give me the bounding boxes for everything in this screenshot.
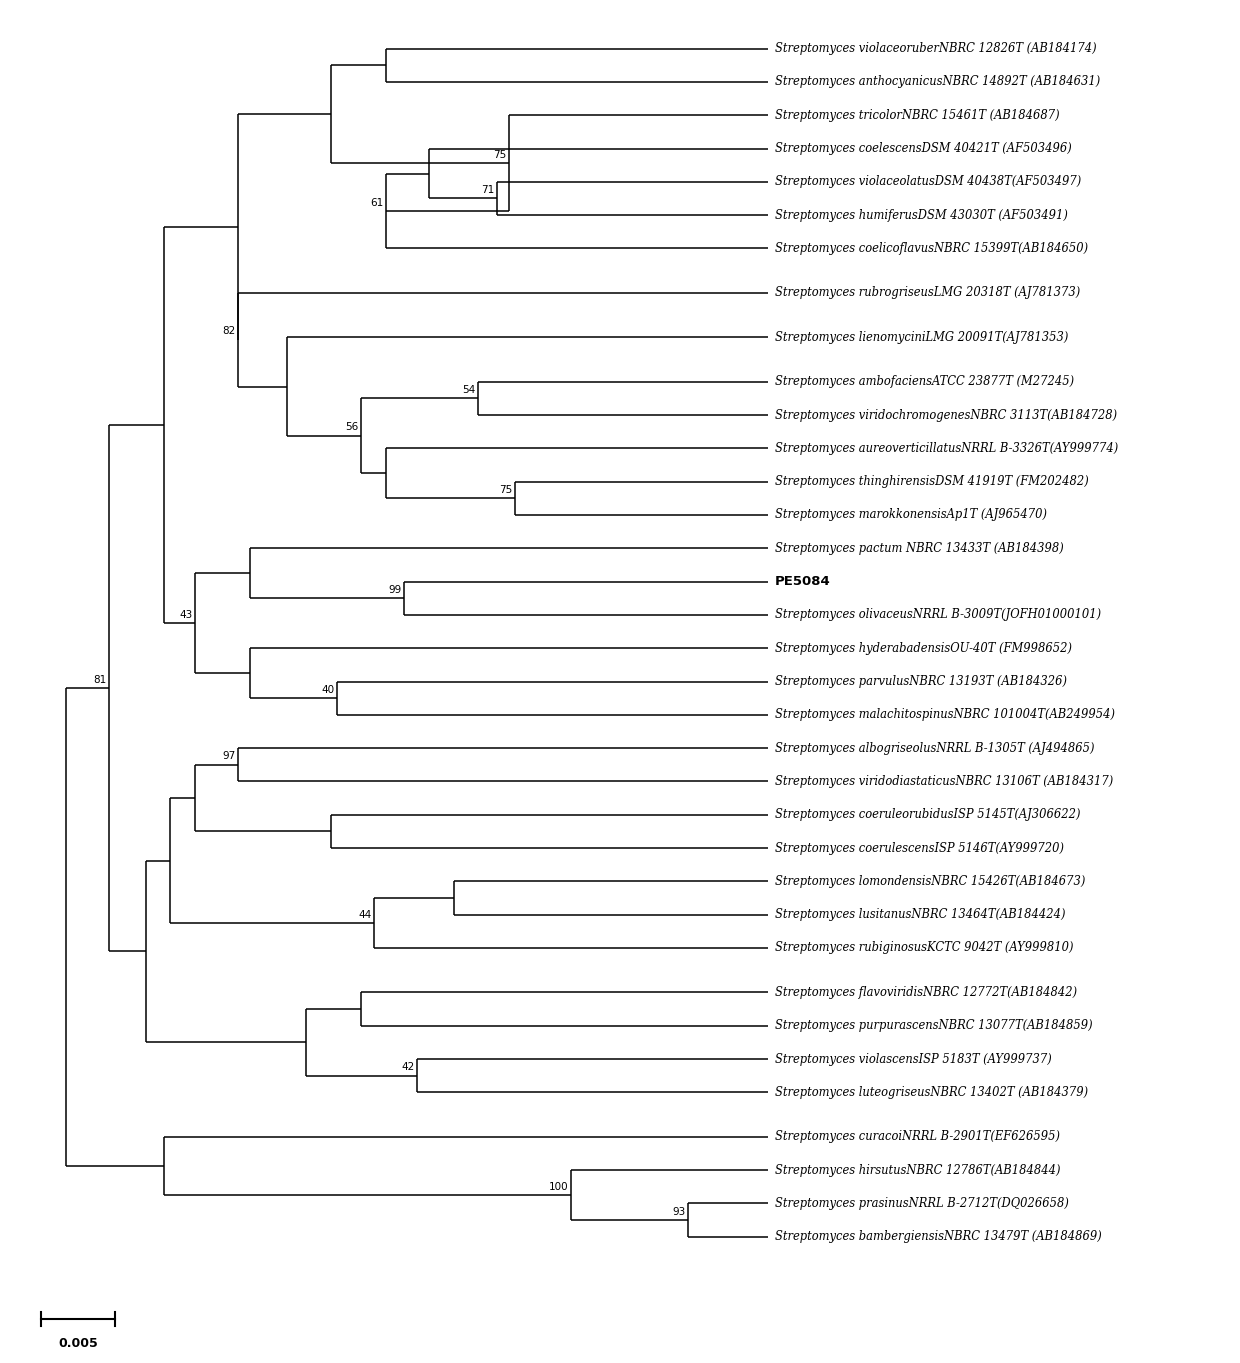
Text: Streptomyces coelescensDSM 40421T (AF503496): Streptomyces coelescensDSM 40421T (AF503… [775,142,1071,155]
Text: 54: 54 [463,384,476,395]
Text: Streptomyces anthocyanicusNBRC 14892T (AB184631): Streptomyces anthocyanicusNBRC 14892T (A… [775,75,1100,89]
Text: Streptomyces hyderabadensisOU-40T (FM998652): Streptomyces hyderabadensisOU-40T (FM998… [775,642,1073,654]
Text: 71: 71 [481,185,495,195]
Text: Streptomyces viridochromogenesNBRC 3113T(AB184728): Streptomyces viridochromogenesNBRC 3113T… [775,409,1117,421]
Text: Streptomyces olivaceusNRRL B-3009T(JOFH01000101): Streptomyces olivaceusNRRL B-3009T(JOFH0… [775,608,1101,622]
Text: Streptomyces bambergiensisNBRC 13479T (AB184869): Streptomyces bambergiensisNBRC 13479T (A… [775,1231,1102,1243]
Text: Streptomyces viridodiastaticusNBRC 13106T (AB184317): Streptomyces viridodiastaticusNBRC 13106… [775,776,1114,788]
Text: Streptomyces lienomyciniLMG 20091T(AJ781353): Streptomyces lienomyciniLMG 20091T(AJ781… [775,331,1069,343]
Text: Streptomyces curacoiNRRL B-2901T(EF626595): Streptomyces curacoiNRRL B-2901T(EF62659… [775,1130,1060,1144]
Text: 82: 82 [222,326,236,337]
Text: 93: 93 [672,1206,686,1217]
Text: Streptomyces rubrogriseusLMG 20318T (AJ781373): Streptomyces rubrogriseusLMG 20318T (AJ7… [775,286,1080,300]
Text: Streptomyces violaceolatusDSM 40438T(AF503497): Streptomyces violaceolatusDSM 40438T(AF5… [775,176,1081,188]
Text: Streptomyces malachitospinusNBRC 101004T(AB249954): Streptomyces malachitospinusNBRC 101004T… [775,709,1115,721]
Text: Streptomyces coeruleorubidusISP 5145T(AJ306622): Streptomyces coeruleorubidusISP 5145T(AJ… [775,808,1081,822]
Text: 56: 56 [346,423,358,432]
Text: 99: 99 [389,585,402,594]
Text: Streptomyces aureoverticillatusNRRL B-3326T(AY999774): Streptomyces aureoverticillatusNRRL B-33… [775,442,1118,455]
Text: 75: 75 [500,485,513,495]
Text: 61: 61 [371,198,383,207]
Text: 97: 97 [222,751,236,762]
Text: Streptomyces thinghirensisDSM 41919T (FM202482): Streptomyces thinghirensisDSM 41919T (FM… [775,476,1089,488]
Text: 40: 40 [321,684,335,695]
Text: Streptomyces purpurascensNBRC 13077T(AB184859): Streptomyces purpurascensNBRC 13077T(AB1… [775,1020,1092,1032]
Text: Streptomyces prasinusNRRL B-2712T(DQ026658): Streptomyces prasinusNRRL B-2712T(DQ0266… [775,1197,1069,1210]
Text: Streptomyces violascensISP 5183T (AY999737): Streptomyces violascensISP 5183T (AY9997… [775,1052,1052,1066]
Text: Streptomyces hirsutusNBRC 12786T(AB184844): Streptomyces hirsutusNBRC 12786T(AB18484… [775,1164,1060,1176]
Text: 81: 81 [93,675,107,686]
Text: Streptomyces pactum NBRC 13433T (AB184398): Streptomyces pactum NBRC 13433T (AB18439… [775,541,1064,555]
Text: 42: 42 [401,1062,414,1073]
Text: Streptomyces humiferusDSM 43030T (AF503491): Streptomyces humiferusDSM 43030T (AF5034… [775,209,1068,222]
Text: 100: 100 [548,1182,568,1191]
Text: PE5084: PE5084 [775,575,831,587]
Text: Streptomyces parvulusNBRC 13193T (AB184326): Streptomyces parvulusNBRC 13193T (AB1843… [775,675,1068,688]
Text: Streptomyces lusitanusNBRC 13464T(AB184424): Streptomyces lusitanusNBRC 13464T(AB1844… [775,908,1065,921]
Text: Streptomyces marokkonensisAp1T (AJ965470): Streptomyces marokkonensisAp1T (AJ965470… [775,508,1048,522]
Text: Streptomyces luteogriseusNBRC 13402T (AB184379): Streptomyces luteogriseusNBRC 13402T (AB… [775,1086,1089,1099]
Text: 44: 44 [358,909,371,920]
Text: Streptomyces rubiginosusKCTC 9042T (AY999810): Streptomyces rubiginosusKCTC 9042T (AY99… [775,942,1074,954]
Text: Streptomyces tricolorNBRC 15461T (AB184687): Streptomyces tricolorNBRC 15461T (AB1846… [775,109,1060,121]
Text: 0.005: 0.005 [58,1337,98,1349]
Text: 43: 43 [180,609,192,620]
Text: Streptomyces albogriseolusNRRL B-1305T (AJ494865): Streptomyces albogriseolusNRRL B-1305T (… [775,741,1095,755]
Text: Streptomyces coerulescensISP 5146T(AY999720): Streptomyces coerulescensISP 5146T(AY999… [775,841,1064,855]
Text: Streptomyces ambofaciensATCC 23877T (M27245): Streptomyces ambofaciensATCC 23877T (M27… [775,375,1074,388]
Text: Streptomyces lomondensisNBRC 15426T(AB184673): Streptomyces lomondensisNBRC 15426T(AB18… [775,875,1085,887]
Text: Streptomyces flavoviridisNBRC 12772T(AB184842): Streptomyces flavoviridisNBRC 12772T(AB1… [775,985,1078,999]
Text: Streptomyces violaceoruberNBRC 12826T (AB184174): Streptomyces violaceoruberNBRC 12826T (A… [775,42,1097,55]
Text: Streptomyces coelicoflavusNBRC 15399T(AB184650): Streptomyces coelicoflavusNBRC 15399T(AB… [775,243,1089,255]
Text: 75: 75 [494,150,507,159]
